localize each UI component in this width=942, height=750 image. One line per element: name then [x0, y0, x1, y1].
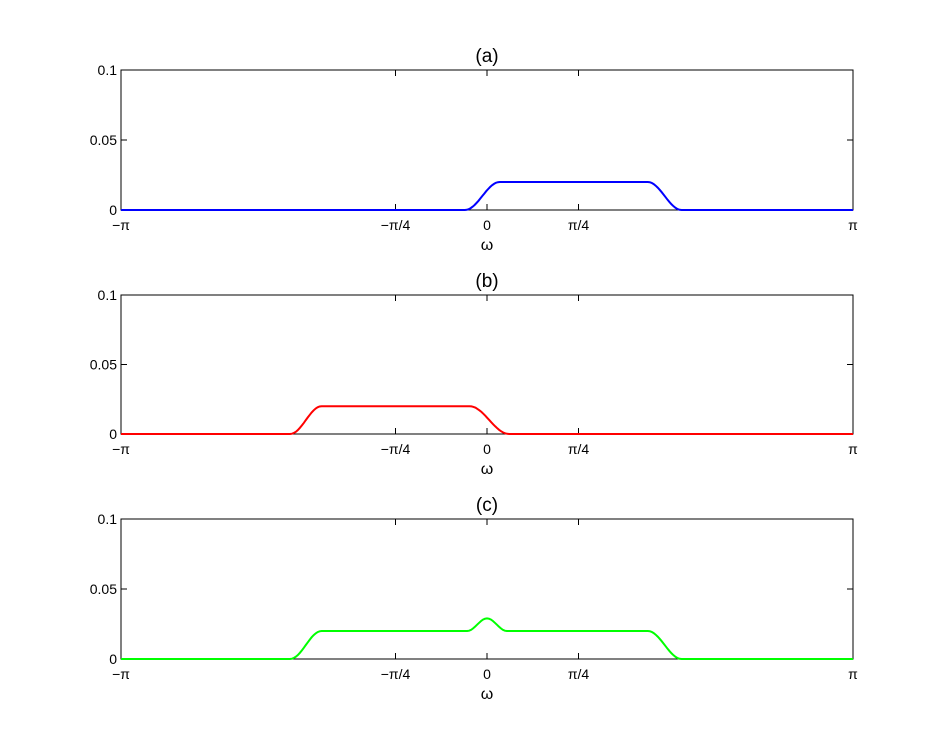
subplot-0: (a) −π −π/4 0 π/4 π 0 0.05 0.1 ω	[90, 46, 858, 254]
y-tick-label: 0	[109, 426, 117, 442]
y-tick-label: 0	[109, 651, 117, 667]
x-tick-label: 0	[483, 217, 491, 233]
x-axis-label: ω	[481, 686, 494, 703]
x-axis-label: ω	[481, 237, 494, 254]
axes-box	[120, 69, 854, 211]
series-line	[121, 617, 853, 660]
subplot-title: (c)	[476, 495, 498, 516]
series-line	[121, 405, 853, 435]
axes-box	[120, 518, 854, 660]
y-tick-label: 0.1	[98, 287, 118, 303]
subplot-2: (c) −π −π/4 0 π/4 π 0 0.05 0.1 ω	[90, 495, 858, 703]
x-tick-label: −π/4	[381, 666, 411, 682]
x-tick-label: 0	[483, 666, 491, 682]
x-tick-label: π/4	[568, 217, 590, 233]
series-line	[121, 181, 853, 211]
x-tick-label: π	[848, 441, 858, 457]
subplot-title: (a)	[475, 46, 498, 67]
subplot-title: (b)	[475, 271, 498, 292]
x-tick-label: −π/4	[381, 441, 411, 457]
axes-box	[120, 294, 854, 435]
x-tick-label: π	[848, 666, 858, 682]
x-tick-label: 0	[483, 441, 491, 457]
x-tick-label: π/4	[568, 441, 590, 457]
x-tick-label: π	[848, 217, 858, 233]
subplot-1: (b) −π −π/4 0 π/4 π 0 0.05 0.1 ω	[90, 271, 858, 478]
y-tick-label: 0.1	[98, 511, 118, 527]
x-tick-label: −π	[112, 666, 130, 682]
y-tick-label: 0.05	[90, 581, 117, 597]
y-tick-label: 0.05	[90, 357, 117, 373]
y-tick-label: 0.1	[98, 62, 118, 78]
x-tick-label: −π	[112, 217, 130, 233]
y-tick-label: 0.05	[90, 132, 117, 148]
x-tick-label: π/4	[568, 666, 590, 682]
x-tick-label: −π/4	[381, 217, 411, 233]
y-tick-label: 0	[109, 202, 117, 218]
x-axis-label: ω	[481, 461, 494, 478]
x-tick-label: −π	[112, 441, 130, 457]
